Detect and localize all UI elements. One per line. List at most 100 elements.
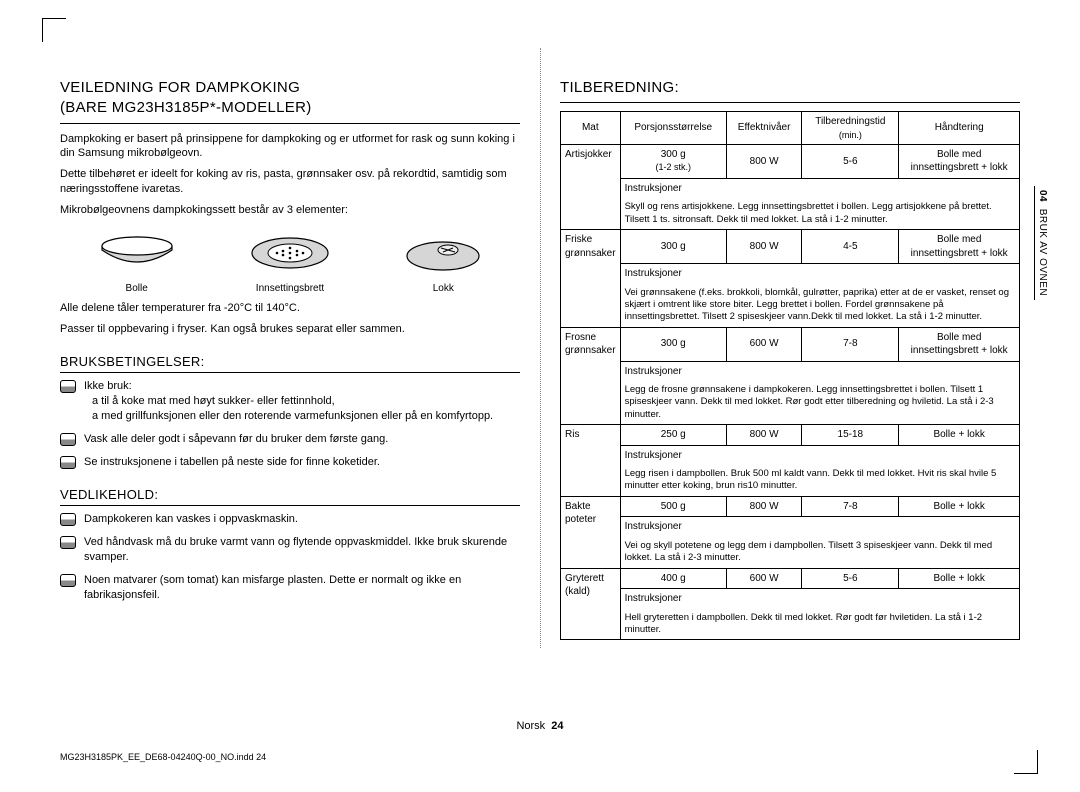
right-column: TILBEREDNING: Mat Porsjonsstørrelse Effe… xyxy=(560,48,1020,668)
table-row-instr-label: Instruksjoner xyxy=(561,178,1020,198)
lid-icon xyxy=(398,228,488,278)
tilberedning-title: TILBEREDNING: xyxy=(560,79,679,96)
section-rule xyxy=(60,505,520,506)
cell-power: 800 W xyxy=(726,425,801,446)
cell-food: Ris xyxy=(561,425,621,497)
cell-portion: 300 g xyxy=(620,230,726,264)
cell-portion: 300 g xyxy=(620,327,726,361)
section-bruks-heading: BRUKSBETINGELSER: xyxy=(60,353,520,371)
th-portion: Porsjonsstørrelse xyxy=(620,112,726,145)
table-row-instr-body: Skyll og rens artisjokkene. Legg innsett… xyxy=(561,198,1020,229)
th-time-sub: (min.) xyxy=(806,129,894,141)
table-row-instr-label: Instruksjoner xyxy=(561,517,1020,537)
tray-icon xyxy=(245,228,335,278)
cell-portion: 500 g xyxy=(620,496,726,517)
cell-handling: Bolle med innsettingsbrett + lokk xyxy=(899,327,1020,361)
cell-instr-label: Instruksjoner xyxy=(620,589,1019,609)
cell-time: 7-8 xyxy=(802,496,899,517)
part-label-bowl: Bolle xyxy=(126,283,148,294)
crop-mark-bottom-right xyxy=(1014,750,1038,774)
two-column-layout: VEILEDNING FOR DAMPKOKING (BARE MG23H318… xyxy=(60,48,1020,668)
footer-page: 24 xyxy=(551,720,563,732)
cell-instr-body: Vei og skyll potetene og legg dem i damp… xyxy=(620,537,1019,568)
intro-para-3: Mikrobølgeovnens dampkokingssett består … xyxy=(60,203,520,218)
cell-portion: 250 g xyxy=(620,425,726,446)
main-heading: VEILEDNING FOR DAMPKOKING (BARE MG23H318… xyxy=(60,78,520,119)
cell-instr-body: Hell gryteretten i dampbollen. Dekk til … xyxy=(620,609,1019,640)
heading-rule xyxy=(60,123,520,124)
temp-note-1: Alle delene tåler temperaturer fra -20°C… xyxy=(60,301,520,316)
list-item: Noen matvarer (som tomat) kan misfarge p… xyxy=(60,573,520,603)
side-tab-label: BRUK AV OVNEN xyxy=(1037,209,1048,296)
table-row: Ris250 g800 W15-18Bolle + lokk xyxy=(561,425,1020,446)
temp-note-2: Passer til oppbevaring i fryser. Kan ogs… xyxy=(60,322,520,337)
cell-power: 600 W xyxy=(726,568,801,589)
intro-para-2: Dette tilbehøret er ideelt for koking av… xyxy=(60,167,520,197)
table-row-instr-body: Legg de frosne grønnsakene i dampkokeren… xyxy=(561,381,1020,425)
th-power: Effektnivåer xyxy=(726,112,801,145)
part-lid: Lokk xyxy=(398,228,488,296)
table-row: Baktepoteter500 g800 W7-8Bolle + lokk xyxy=(561,496,1020,517)
section-rule xyxy=(60,372,520,373)
table-row-instr-body: Vei og skyll potetene og legg dem i damp… xyxy=(561,537,1020,568)
part-label-tray: Innsettingsbrett xyxy=(256,283,324,294)
doc-reference: MG23H3185PK_EE_DE68-04240Q-00_NO.indd 24 xyxy=(60,752,266,762)
parts-illustration-row: Bolle Innsettingsbrett xyxy=(60,228,520,296)
cell-food: Gryterett(kald) xyxy=(561,568,621,640)
list-item: Se instruksjonene i tabellen på neste si… xyxy=(60,455,520,470)
preparation-table: Mat Porsjonsstørrelse Effektnivåer Tilbe… xyxy=(560,111,1020,640)
cell-instr-label: Instruksjoner xyxy=(620,361,1019,381)
cell-time: 5-6 xyxy=(802,568,899,589)
heading-line1: VEILEDNING FOR DAMPKOKING xyxy=(60,79,300,96)
cell-handling: Bolle med innsettingsbrett + lokk xyxy=(899,230,1020,264)
cell-instr-label: Instruksjoner xyxy=(620,445,1019,465)
cell-time: 4-5 xyxy=(802,230,899,264)
th-time-label: Tilberedningstid xyxy=(815,116,885,127)
footer-lang: Norsk xyxy=(516,720,545,732)
table-row-instr-body: Hell gryteretten i dampbollen. Dekk til … xyxy=(561,609,1020,640)
left-column: VEILEDNING FOR DAMPKOKING (BARE MG23H318… xyxy=(60,48,520,668)
cell-food: Frosnegrønnsaker xyxy=(561,327,621,425)
cell-instr-label: Instruksjoner xyxy=(620,178,1019,198)
cell-food: Baktepoteter xyxy=(561,496,621,568)
table-header-row: Mat Porsjonsstørrelse Effektnivåer Tilbe… xyxy=(561,112,1020,145)
table-row-instr-label: Instruksjoner xyxy=(561,361,1020,381)
th-time: Tilberedningstid (min.) xyxy=(802,112,899,145)
cell-time: 15-18 xyxy=(802,425,899,446)
th-handling: Håndtering xyxy=(899,112,1020,145)
cell-power: 600 W xyxy=(726,327,801,361)
cell-handling: Bolle + lokk xyxy=(899,568,1020,589)
heading-rule xyxy=(560,102,1020,103)
page-footer: Norsk 24 xyxy=(0,720,1080,732)
cell-power: 800 W xyxy=(726,230,801,264)
list-item: Ved håndvask må du bruke varmt vann og f… xyxy=(60,535,520,565)
heading-line2: (BARE MG23H3185P*-MODELLER) xyxy=(60,98,520,118)
cell-instr-label: Instruksjoner xyxy=(620,264,1019,284)
intro-para-1: Dampkoking er basert på prinsippene for … xyxy=(60,132,520,162)
table-row-instr-body: Vei grønnsakene (f.eks. brokkoli, blomkå… xyxy=(561,284,1020,328)
cell-instr-body: Skyll og rens artisjokkene. Legg innsett… xyxy=(620,198,1019,229)
tilberedning-heading: TILBEREDNING: xyxy=(560,78,1020,98)
th-food: Mat xyxy=(561,112,621,145)
bowl-icon xyxy=(92,228,182,278)
cell-portion: 300 g(1-2 stk.) xyxy=(620,144,726,178)
cell-food: Friskegrønnsaker xyxy=(561,230,621,328)
cell-instr-body: Legg de frosne grønnsakene i dampkokeren… xyxy=(620,381,1019,425)
list-item: Dampkokeren kan vaskes i oppvaskmaskin. xyxy=(60,512,520,527)
cell-time: 7-8 xyxy=(802,327,899,361)
cell-power: 800 W xyxy=(726,496,801,517)
column-divider xyxy=(540,48,541,648)
cell-food: Artisjokker xyxy=(561,144,621,229)
bruks-list: Ikke bruk:a til å koke mat med høyt sukk… xyxy=(60,379,520,469)
cell-power: 800 W xyxy=(726,144,801,178)
cell-instr-body: Legg risen i dampbollen. Bruk 500 ml kal… xyxy=(620,465,1019,496)
cell-handling: Bolle + lokk xyxy=(899,496,1020,517)
cell-time: 5-6 xyxy=(802,144,899,178)
manual-page: VEILEDNING FOR DAMPKOKING (BARE MG23H318… xyxy=(0,0,1080,792)
table-row: Frosnegrønnsaker300 g600 W7-8Bolle med i… xyxy=(561,327,1020,361)
list-item: Vask alle deler godt i såpevann før du b… xyxy=(60,432,520,447)
table-row-instr-body: Legg risen i dampbollen. Bruk 500 ml kal… xyxy=(561,465,1020,496)
cell-instr-label: Instruksjoner xyxy=(620,517,1019,537)
part-bowl: Bolle xyxy=(92,228,182,296)
table-row: Friskegrønnsaker300 g800 W4-5Bolle med i… xyxy=(561,230,1020,264)
